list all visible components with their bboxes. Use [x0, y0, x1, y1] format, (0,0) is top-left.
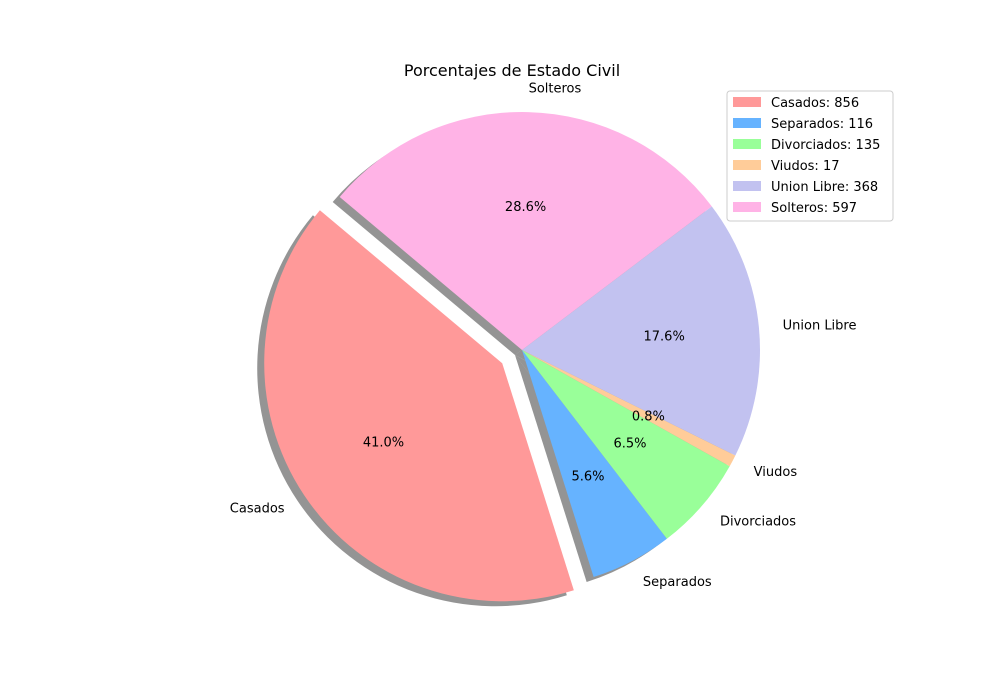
category-label-casados: Casados	[230, 502, 285, 517]
category-labels: Casados Separados Divorciados Viudos Union L…	[230, 81, 857, 590]
pie-slices	[264, 111, 760, 602]
category-label-viudos: Viudos	[754, 465, 798, 480]
slice-viudos	[522, 350, 736, 467]
legend-swatch-casados	[733, 97, 761, 107]
legend-entry-divorciados: Divorciados: 135	[771, 138, 880, 153]
legend-swatch-union-libre	[733, 181, 761, 191]
legend-swatch-divorciados	[733, 139, 761, 149]
chart-title: Porcentajes de Estado Civil	[404, 61, 620, 80]
legend: Casados: 856 Separados: 116 Divorciados: 1…	[726, 90, 894, 222]
category-label-separados: Separados	[643, 575, 712, 590]
legend-frame	[726, 90, 894, 222]
category-label-solteros: Solteros	[529, 81, 582, 96]
percent-label-divorciados: 6.5%	[613, 436, 646, 451]
slice-casados	[264, 210, 574, 602]
legend-entry-union-libre: Union Libre: 368	[771, 180, 878, 195]
category-label-divorciados: Divorciados	[720, 514, 796, 529]
percent-label-union-libre: 17.6%	[644, 330, 685, 345]
percent-labels: 41.0% 5.6% 6.5% 0.8% 17.6% 28.6%	[363, 200, 685, 484]
slice-divorciados	[522, 350, 730, 539]
legend-entry-casados: Casados: 856	[771, 96, 859, 111]
slice-separados	[522, 350, 667, 577]
category-label-union-libre: Union Libre	[783, 318, 857, 333]
legend-swatch-solteros	[733, 202, 761, 212]
legend-swatch-separados	[733, 118, 761, 128]
slice-solteros	[339, 111, 712, 350]
percent-label-separados: 5.6%	[571, 470, 604, 485]
percent-label-casados: 41.0%	[363, 436, 404, 451]
percent-label-viudos: 0.8%	[632, 410, 665, 425]
legend-swatch-viudos	[733, 160, 761, 170]
legend-entry-viudos: Viudos: 17	[771, 159, 840, 174]
legend-entry-separados: Separados: 116	[771, 117, 873, 132]
legend-entry-solteros: Solteros: 597	[771, 201, 857, 216]
slice-union-libre	[522, 206, 760, 456]
percent-label-solteros: 28.6%	[505, 200, 546, 215]
